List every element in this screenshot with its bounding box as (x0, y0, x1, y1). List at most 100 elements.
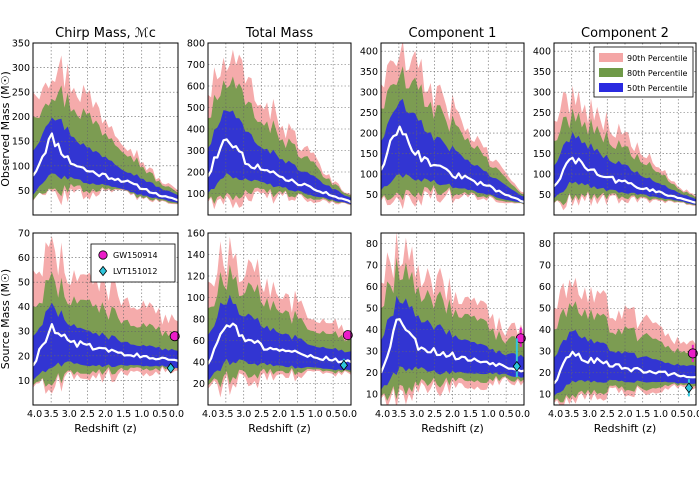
panel-3: 50 100 150 200 250 300 350 400 Component 1 (360, 26, 525, 216)
x-tick-label: 2.0 (98, 409, 113, 420)
plot-area (208, 43, 351, 215)
x-tick-label: 3.0 (409, 409, 424, 420)
x-tick-label: 0.0 (515, 409, 530, 420)
lvt151012-marker (339, 359, 348, 371)
y-tick-label: 80 (193, 314, 205, 325)
x-tick-label: 2.5 (80, 409, 95, 420)
x-tick-label: 1.0 (653, 409, 668, 420)
x-tick-label: 2.5 (600, 409, 615, 420)
y-tick-label: 200 (360, 128, 378, 139)
y-tick-label: 200 (12, 112, 30, 123)
lvt151012-marker (684, 382, 693, 394)
x-tick-label: 1.5 (635, 409, 650, 420)
y-tick-label: 60 (539, 282, 551, 293)
x-tick-label: 3.5 (44, 409, 59, 420)
axes-frame (32, 232, 179, 406)
plot-area (554, 233, 696, 405)
axes-frame (32, 42, 179, 216)
x-tick-label: 3.5 (391, 409, 406, 420)
gw150914-marker (687, 348, 698, 359)
x-tick-label: 3.0 (236, 409, 251, 420)
y-tick-label: 800 (187, 38, 205, 49)
x-tick-label: 0.0 (169, 409, 184, 420)
y-tick-label: 700 (187, 60, 205, 71)
y-tick-label: 70 (366, 261, 378, 272)
y-tick-label: 150 (12, 137, 30, 148)
event-legend: GW150914 LVT151012 (90, 243, 176, 283)
x-tick-label: 2.5 (427, 409, 442, 420)
x-tick-label: 4.0 (548, 409, 563, 420)
y-tick-label: 30 (18, 327, 30, 338)
median-line (381, 125, 524, 203)
x-axis-label: Redshift (z) (248, 422, 311, 435)
panel-title: Component 1 (409, 26, 497, 41)
gw150914-marker (169, 331, 180, 342)
axes-frame (553, 42, 697, 216)
x-tick-label: 2.0 (617, 409, 632, 420)
y-tick-label: 50 (18, 186, 30, 197)
y-tick-label: 10 (366, 390, 378, 401)
x-tick-label: 2.5 (254, 409, 269, 420)
x-tick-label: 0.5 (499, 409, 514, 420)
y-tick-label: 150 (360, 149, 378, 160)
x-tick-label: 1.5 (290, 409, 305, 420)
lvt151012-marker (512, 360, 521, 372)
x-tick-label: 3.5 (218, 409, 233, 420)
plot-area (33, 43, 178, 215)
x-tick-label: 3.5 (564, 409, 579, 420)
plot-area (381, 233, 524, 405)
panel-5: 10 20 30 40 50 60 70 4.0 3.5 3.0 2.5 2.0 1.5 1.0 0.5 0.… (0, 228, 184, 435)
axes-frame (207, 42, 352, 216)
panels: 50 100 150 200 250 300 350 Chirp Mass, ℳc Observ… (0, 26, 699, 435)
axes-frame (553, 232, 697, 406)
y-tick-label: 400 (187, 124, 205, 135)
y-tick-label: 60 (18, 253, 30, 264)
y-tick-label: 70 (539, 261, 551, 272)
legend-label: 50th Percentile (627, 84, 687, 93)
y-tick-label: 600 (187, 81, 205, 92)
y-tick-label: 350 (360, 67, 378, 78)
x-tick-label: 3.0 (582, 409, 597, 420)
y-tick-label: 50 (539, 190, 551, 201)
y-tick-label: 30 (366, 347, 378, 358)
y-tick-label: 300 (187, 146, 205, 157)
legend-marker-gw150914 (98, 250, 108, 260)
y-tick-label: 250 (533, 108, 551, 119)
y-tick-label: 50 (539, 304, 551, 315)
y-tick-label: 250 (12, 88, 30, 99)
y-tick-label: 20 (193, 379, 205, 390)
y-tick-label: 50 (366, 190, 378, 201)
y-tick-label: 80 (366, 239, 378, 250)
x-tick-label: 1.5 (463, 409, 478, 420)
legend-label: 80th Percentile (627, 69, 687, 78)
x-axis-label: Redshift (z) (74, 422, 137, 435)
panel-title: Total Mass (245, 26, 313, 41)
median-line (208, 138, 351, 204)
y-tick-label: 300 (12, 63, 30, 74)
x-tick-label: 0.5 (671, 409, 686, 420)
y-tick-label: 40 (193, 357, 205, 368)
x-tick-label: 0.0 (687, 409, 699, 420)
y-tick-label: 50 (18, 278, 30, 289)
plot-area (208, 233, 351, 405)
x-tick-label: 2.0 (445, 409, 460, 420)
panel-1: 50 100 150 200 250 300 350 Chirp Mass, ℳc Observ… (0, 26, 179, 216)
y-tick-label: 300 (360, 88, 378, 99)
axes-frame (380, 232, 525, 406)
x-axis-label: Redshift (z) (594, 422, 657, 435)
y-tick-label: 150 (533, 149, 551, 160)
y-tick-label: 30 (539, 347, 551, 358)
y-tick-label: 20 (366, 368, 378, 379)
y-tick-label: 40 (18, 302, 30, 313)
legend-swatch (599, 83, 623, 92)
median-line (554, 350, 696, 385)
x-tick-label: 3.0 (62, 409, 77, 420)
legend-swatch (599, 68, 623, 77)
y-tick-label: 10 (539, 390, 551, 401)
panel-2: 100 200 300 400 500 600 700 800 Total Mass (187, 26, 352, 216)
y-axis-label: Observed Mass (M☉) (0, 71, 12, 187)
legend-marker-lvt151012 (98, 265, 108, 277)
x-tick-label: 1.0 (308, 409, 323, 420)
y-tick-label: 140 (187, 250, 205, 261)
